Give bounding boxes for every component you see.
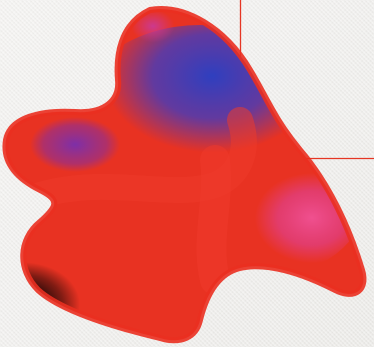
color-blob (2, 6, 367, 344)
fold-band-2 (196, 145, 232, 295)
blob-edge (2, 6, 367, 344)
pink-top-glow (105, 10, 225, 100)
